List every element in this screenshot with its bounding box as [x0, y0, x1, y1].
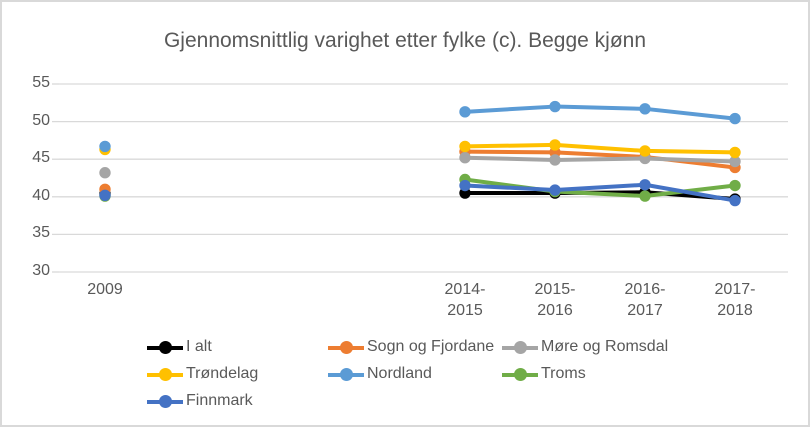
- data-point: [639, 179, 651, 191]
- data-point: [639, 190, 651, 202]
- y-axis-label: 30: [32, 262, 50, 279]
- y-axis-label: 55: [32, 74, 50, 91]
- data-point: [549, 184, 561, 196]
- data-point: [729, 155, 741, 168]
- legend-item-1: Sogn og Fjordane: [328, 338, 502, 356]
- legend-label: Finnmark: [186, 392, 253, 409]
- legend-label: I alt: [186, 338, 212, 355]
- y-axis-label: 35: [32, 224, 50, 242]
- y-axis-label: 50: [32, 111, 50, 129]
- data-point: [729, 146, 741, 159]
- data-point: [729, 112, 741, 125]
- data-point: [99, 140, 111, 153]
- x-axis-label: 2009: [87, 281, 123, 298]
- data-point: [729, 194, 741, 207]
- data-point: [549, 100, 561, 113]
- legend-item-4: Nordland: [328, 365, 502, 383]
- data-point: [549, 154, 561, 166]
- legend-marker-icon: [147, 367, 183, 381]
- legend-label: Møre og Romsdal: [541, 338, 669, 355]
- legend-item-2: Møre og Romsdal: [502, 338, 742, 356]
- x-axis-label: 2014- 2015: [444, 281, 486, 319]
- legend: I alt Sogn og Fjordane Møre og Romsdal Trøn…: [147, 338, 742, 410]
- series-line-6: [463, 182, 737, 203]
- series-line-1: [463, 149, 737, 170]
- data-point: [639, 145, 651, 157]
- legend-item-0: I alt: [147, 338, 328, 356]
- legend-marker-icon: [328, 367, 364, 381]
- legend-marker-icon: [147, 394, 183, 408]
- legend-label: Troms: [541, 365, 586, 382]
- data-point: [99, 189, 111, 201]
- data-point: [459, 140, 471, 153]
- x-axis-label: 2015- 2016: [534, 281, 576, 319]
- legend-item-6: Finnmark: [147, 392, 328, 410]
- x-axis-label: 2017- 2018: [714, 281, 756, 319]
- x-axis-label: 2016- 2017: [624, 281, 666, 319]
- legend-item-5: Troms: [502, 365, 742, 383]
- data-point: [639, 103, 651, 115]
- data-point: [99, 167, 111, 179]
- series-line-3: [463, 142, 737, 155]
- chart-title: Gjennomsnittlig varighet etter fylke (c)…: [163, 29, 647, 52]
- legend-marker-icon: [502, 367, 538, 381]
- y-axis-label: 40: [32, 186, 50, 204]
- data-point: [549, 139, 561, 151]
- data-point: [459, 151, 471, 164]
- data-point: [459, 106, 471, 118]
- legend-marker-icon: [328, 340, 364, 354]
- legend-label: Trøndelag: [186, 365, 259, 382]
- series-line-4: [463, 104, 737, 121]
- series-line-2: [463, 155, 737, 164]
- legend-label: Sogn og Fjordane: [367, 338, 495, 355]
- data-point: [459, 179, 471, 192]
- legend-marker-icon: [147, 340, 183, 354]
- legend-label: Nordland: [367, 365, 432, 382]
- data-point: [729, 179, 741, 192]
- legend-item-3: Trøndelag: [147, 365, 328, 383]
- legend-marker-icon: [502, 340, 538, 354]
- y-axis-label: 45: [32, 149, 50, 167]
